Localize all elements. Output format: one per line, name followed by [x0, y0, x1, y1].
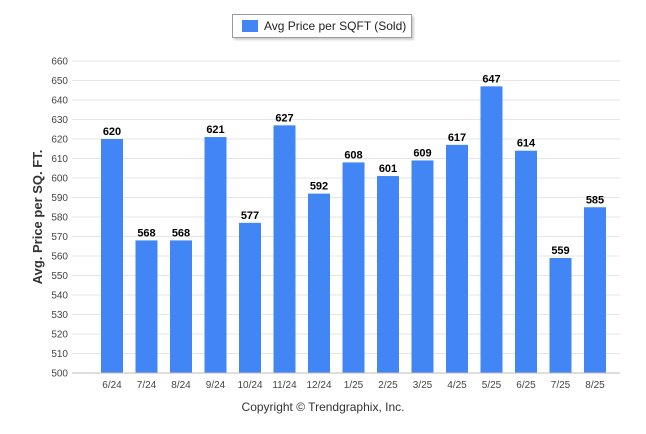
y-tick-label: 610: [51, 154, 68, 165]
x-tick-label: 9/24: [206, 380, 226, 391]
bar: [549, 257, 572, 373]
bar: [515, 150, 537, 373]
y-axis-ticks: 500 510 520 530 540 550 560 570 580 590 600 610 620 6…: [51, 57, 68, 380]
x-tick-label: 8/25: [585, 380, 605, 391]
x-tick-label: 6/25: [516, 380, 536, 391]
bar: [342, 162, 365, 373]
x-tick-label: 7/25: [551, 380, 571, 391]
y-tick-label: 540: [51, 291, 68, 302]
y-tick-label: 520: [51, 330, 68, 341]
y-tick-label: 640: [51, 96, 68, 107]
bar: [308, 193, 330, 373]
bar-value-label: 620: [103, 126, 121, 138]
legend-swatch: [242, 20, 258, 32]
bars: [101, 86, 606, 373]
x-tick-label: 11/24: [272, 380, 297, 391]
chart-legend: Avg Price per SQFT (Sold): [232, 14, 412, 38]
data-labels: 620 568 568 621 577 627 592 608 601 609 617 647 614 5…: [103, 73, 604, 257]
x-tick-label: 3/25: [413, 380, 433, 391]
x-tick-label: 7/24: [137, 380, 157, 391]
bar: [273, 125, 296, 373]
bar-value-label: 617: [448, 132, 466, 144]
y-tick-label: 630: [51, 115, 68, 126]
bar-value-label: 647: [482, 73, 500, 85]
bar: [411, 160, 434, 373]
x-tick-label: 8/24: [171, 380, 191, 391]
y-tick-label: 560: [51, 252, 68, 263]
bar: [446, 144, 468, 373]
copyright-footer: Copyright © Trendgraphix, Inc.: [241, 400, 405, 414]
x-axis-ticks: 6/24 7/24 8/24 9/24 10/24 11/24 12/24 1/25 2/25 3…: [102, 380, 605, 391]
y-tick-label: 510: [51, 349, 68, 360]
bar: [239, 222, 261, 373]
bar: [584, 207, 606, 373]
y-tick-label: 650: [51, 76, 68, 87]
x-tick-label: 2/25: [378, 380, 398, 391]
bar-value-label: 621: [206, 124, 224, 136]
bar: [480, 86, 503, 373]
y-axis-title: Avg. Price per SQ. FT.: [30, 150, 45, 285]
x-tick-label: 6/24: [102, 380, 122, 391]
y-tick-label: 550: [51, 271, 68, 282]
y-tick-label: 600: [51, 174, 68, 185]
y-tick-label: 580: [51, 213, 68, 224]
y-tick-label: 620: [51, 135, 68, 146]
bar-value-label: 592: [310, 181, 328, 193]
x-tick-label: 5/25: [482, 380, 502, 391]
bar: [135, 240, 158, 373]
y-tick-label: 530: [51, 310, 68, 321]
y-tick-label: 500: [51, 369, 68, 380]
x-tick-label: 10/24: [237, 380, 262, 391]
bar-value-label: 601: [379, 163, 397, 175]
bar-value-label: 577: [241, 210, 259, 222]
bar-value-label: 568: [137, 227, 155, 239]
y-tick-label: 590: [51, 193, 68, 204]
bar-value-label: 627: [275, 112, 293, 124]
bar-value-label: 559: [551, 245, 569, 257]
x-tick-label: 12/24: [306, 380, 331, 391]
y-tick-label: 660: [51, 57, 68, 68]
bar: [170, 240, 192, 373]
bar: [377, 176, 399, 373]
legend-label: Avg Price per SQFT (Sold): [264, 19, 407, 33]
bar-value-label: 608: [344, 149, 362, 161]
x-tick-label: 4/25: [447, 380, 467, 391]
bar-value-label: 585: [586, 194, 604, 206]
bar: [101, 139, 123, 373]
bar-value-label: 609: [413, 147, 431, 159]
bar-value-label: 614: [517, 138, 536, 150]
y-tick-label: 570: [51, 232, 68, 243]
bar-value-label: 568: [172, 227, 190, 239]
x-tick-label: 1/25: [344, 380, 364, 391]
bar: [204, 137, 227, 373]
